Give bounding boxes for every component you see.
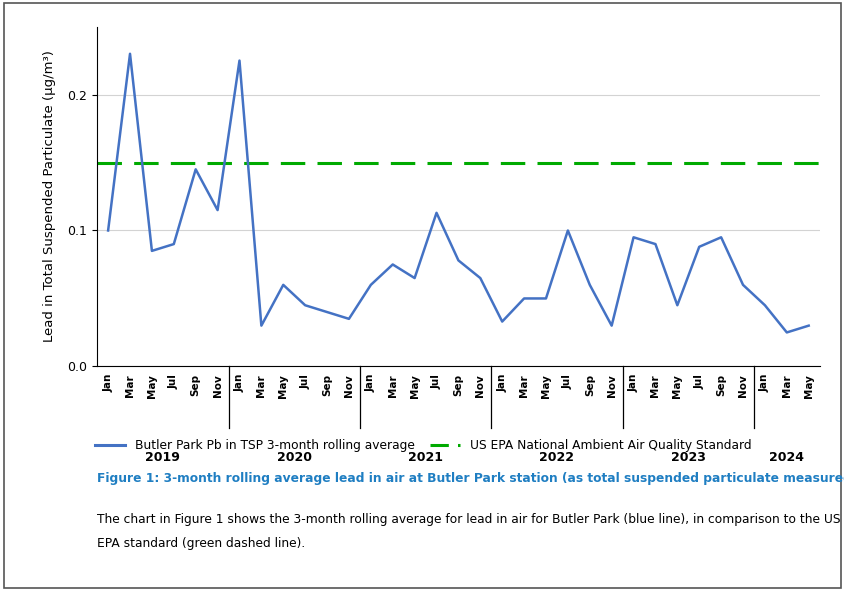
Text: 2024: 2024 xyxy=(768,452,803,465)
Text: 2021: 2021 xyxy=(408,452,442,465)
Y-axis label: Lead in Total Suspended Particulate (μg/m³): Lead in Total Suspended Particulate (μg/… xyxy=(43,51,57,342)
Text: 2022: 2022 xyxy=(538,452,574,465)
Text: EPA standard (green dashed line).: EPA standard (green dashed line). xyxy=(97,537,305,550)
Text: Figure 1: 3-month rolling average lead in air at Butler Park station (as total s: Figure 1: 3-month rolling average lead i… xyxy=(97,472,844,485)
Text: The chart in Figure 1 shows the 3-month rolling average for lead in air for Butl: The chart in Figure 1 shows the 3-month … xyxy=(97,513,840,526)
Text: 2023: 2023 xyxy=(670,452,705,465)
Text: 2019: 2019 xyxy=(145,452,180,465)
Text: 2020: 2020 xyxy=(276,452,311,465)
Legend: Butler Park Pb in TSP 3-month rolling average, US EPA National Ambient Air Quali: Butler Park Pb in TSP 3-month rolling av… xyxy=(95,439,751,452)
